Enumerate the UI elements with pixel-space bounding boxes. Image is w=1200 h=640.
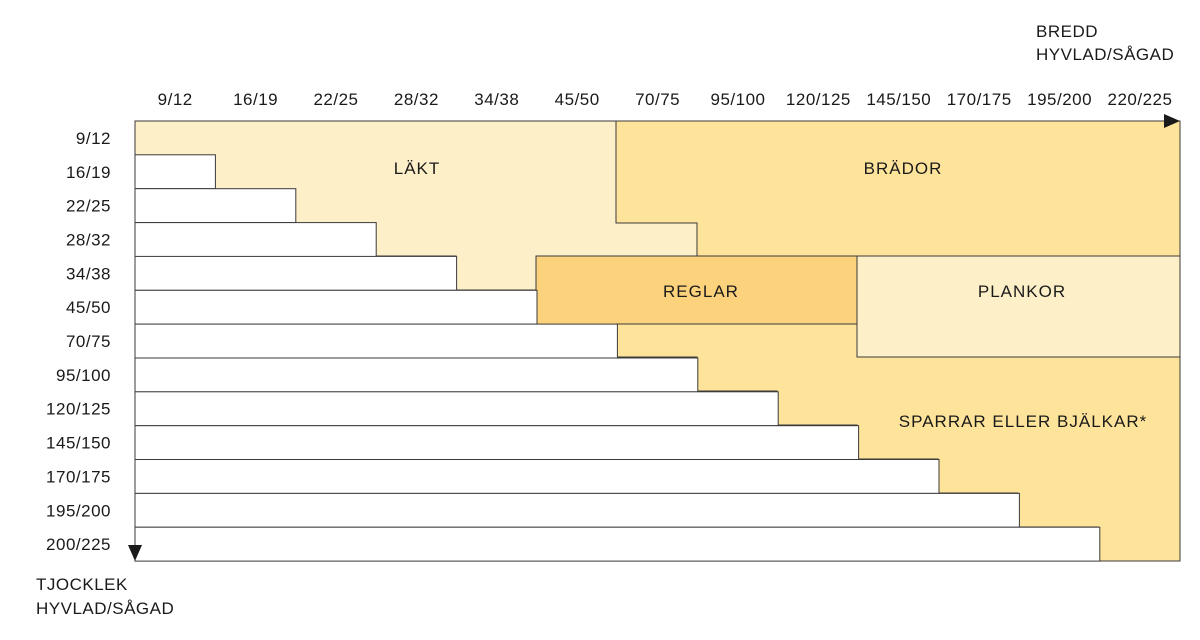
region-plankor xyxy=(856,255,1181,358)
label-brador: BRÄDOR xyxy=(864,159,943,178)
region-reglar-left-cap xyxy=(536,290,616,324)
white-bar xyxy=(134,425,860,461)
width-tick-label: 28/32 xyxy=(394,90,439,109)
thickness-tick-label: 145/150 xyxy=(46,434,111,453)
width-axis-title-1: BREDD xyxy=(1036,22,1098,41)
thickness-tick-label: 70/75 xyxy=(66,332,111,351)
thickness-tick-label: 28/32 xyxy=(66,231,111,250)
width-axis-title-2: HYVLAD/SÅGAD xyxy=(1036,45,1174,64)
white-bars xyxy=(134,154,1101,562)
width-tick-label: 170/175 xyxy=(947,90,1012,109)
label-plankor: PLANKOR xyxy=(978,282,1066,301)
white-bar xyxy=(134,357,699,393)
white-bar xyxy=(134,459,940,494)
label-sparrar: SPARRAR ELLER BJÄLKAR* xyxy=(899,412,1147,431)
thickness-tick-labels: 9/12 16/19 22/25 28/32 34/38 45/50 70/75 95/100… xyxy=(46,129,111,554)
white-bar xyxy=(134,222,377,258)
width-tick-label: 34/38 xyxy=(474,90,519,109)
thickness-axis-title-2: HYVLAD/SÅGAD xyxy=(36,599,174,618)
width-tick-label: 145/150 xyxy=(866,90,931,109)
region-brador-main xyxy=(615,120,1181,257)
width-tick-label: 120/125 xyxy=(786,90,851,109)
white-bar xyxy=(134,188,297,224)
axes xyxy=(128,114,1180,561)
width-tick-label: 9/12 xyxy=(158,90,193,109)
white-bar xyxy=(134,154,216,190)
width-axis-arrow-icon xyxy=(1164,114,1180,128)
thickness-tick-label: 9/12 xyxy=(76,129,111,148)
thickness-axis-title-1: TJOCKLEK xyxy=(36,575,128,594)
white-bar xyxy=(134,526,1101,562)
white-bar xyxy=(134,391,779,427)
thickness-tick-label: 120/125 xyxy=(46,400,111,419)
width-tick-label: 195/200 xyxy=(1027,90,1092,109)
thickness-tick-label: 16/19 xyxy=(66,163,111,182)
label-reglar: REGLAR xyxy=(663,282,739,301)
white-bar xyxy=(134,289,538,325)
thickness-tick-label: 45/50 xyxy=(66,298,111,317)
thickness-tick-label: 200/225 xyxy=(46,535,111,554)
thickness-tick-label: 34/38 xyxy=(66,264,111,283)
width-tick-label: 45/50 xyxy=(555,90,600,109)
thickness-tick-label: 170/175 xyxy=(46,467,111,486)
thickness-axis-arrow-icon xyxy=(128,545,142,561)
thickness-tick-label: 95/100 xyxy=(56,366,111,385)
white-bar xyxy=(134,323,618,359)
width-tick-label: 22/25 xyxy=(313,90,358,109)
white-bar xyxy=(134,492,1020,528)
width-tick-label: 70/75 xyxy=(635,90,680,109)
width-tick-label: 95/100 xyxy=(711,90,766,109)
width-tick-label: 220/225 xyxy=(1108,90,1173,109)
width-tick-label: 16/19 xyxy=(233,90,278,109)
white-bar xyxy=(134,255,458,291)
thickness-tick-label: 195/200 xyxy=(46,501,111,520)
width-tick-labels: 9/12 16/19 22/25 28/32 34/38 45/50 70/75 95/100… xyxy=(158,90,1173,109)
label-lakt: LÄKT xyxy=(394,159,441,178)
thickness-tick-label: 22/25 xyxy=(66,197,111,216)
regions xyxy=(134,120,1181,562)
